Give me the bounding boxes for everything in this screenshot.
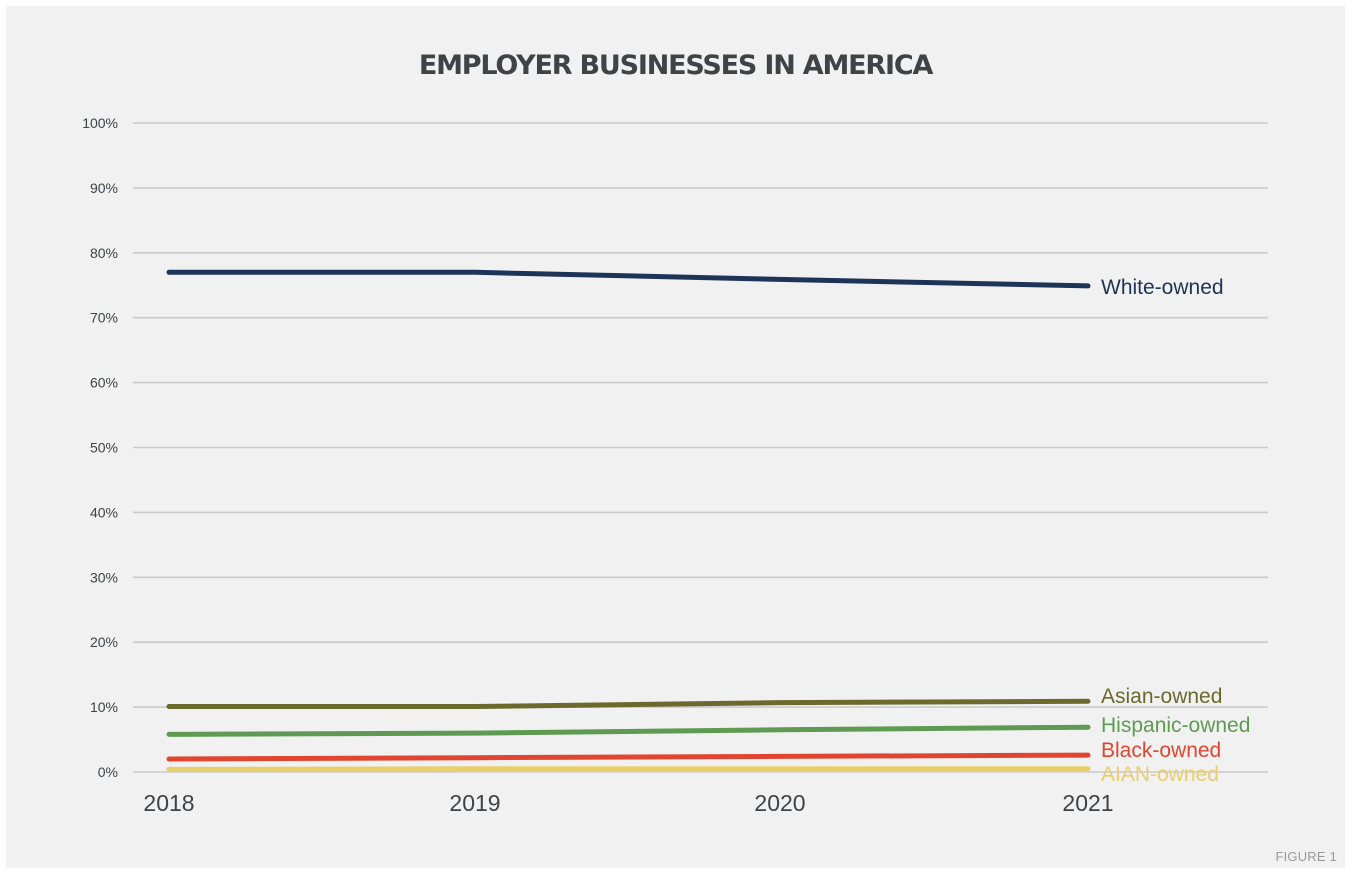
figure-label: FIGURE 1	[1275, 849, 1337, 864]
y-tick-label: 10%	[90, 699, 118, 715]
x-axis-ticks: 2018 2019 2020 2021	[143, 790, 1113, 816]
series-line	[166, 766, 1091, 772]
y-tick-label: 50%	[90, 440, 118, 456]
y-tick-label: 60%	[90, 375, 118, 391]
x-tick-label: 2018	[143, 790, 194, 816]
y-tick-label: 80%	[90, 245, 118, 261]
grid-layer	[133, 122, 1268, 773]
y-tick-label: 30%	[90, 569, 118, 585]
chart-title: EMPLOYER BUSINESSES IN AMERICA	[418, 50, 934, 81]
y-tick-label: 40%	[90, 504, 118, 520]
series-line	[166, 269, 1091, 289]
y-tick-label: 20%	[90, 634, 118, 650]
series-label: Hispanic-owned	[1101, 714, 1250, 737]
x-tick-label: 2021	[1062, 790, 1113, 816]
series-layer	[166, 269, 1091, 772]
y-tick-label: 90%	[90, 180, 118, 196]
series-line	[166, 752, 1091, 762]
y-axis-ticks: 0% 10% 20% 30% 40% 50% 60% 70% 80% 90% 100%	[82, 115, 118, 780]
series-line	[166, 724, 1091, 737]
y-tick-label: 100%	[82, 115, 118, 131]
series-label: White-owned	[1101, 276, 1224, 299]
series-label: Black-owned	[1101, 739, 1221, 762]
y-tick-label: 0%	[98, 764, 118, 780]
series-label: AIAN-owned	[1101, 763, 1219, 786]
series-label: Asian-owned	[1101, 685, 1222, 708]
y-tick-label: 70%	[90, 310, 118, 326]
x-tick-label: 2020	[754, 790, 805, 816]
series-line	[166, 698, 1091, 709]
series-labels: White-owned Asian-owned Hispanic-ownedBlac…	[1101, 276, 1250, 786]
x-tick-label: 2019	[449, 790, 500, 816]
chart-panel	[6, 6, 1345, 868]
